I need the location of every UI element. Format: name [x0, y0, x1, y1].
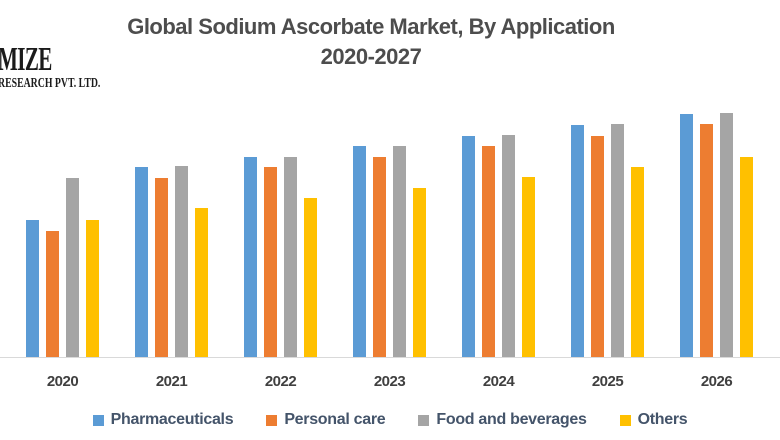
bar-others-2021	[195, 208, 208, 357]
bar-pharmaceuticals-2023	[353, 146, 366, 357]
bar-food-and-beverages-2024	[502, 135, 515, 357]
bar-pharmaceuticals-2024	[462, 136, 475, 357]
logo-subtext: RESEARCH PVT. LTD.	[0, 76, 101, 91]
bar-others-2025	[631, 167, 644, 357]
bar-others-2024	[522, 177, 535, 357]
bar-food-and-beverages-2025	[611, 124, 624, 357]
legend-color-swatch-food-and-beverages	[418, 414, 430, 426]
bar-others-2020	[86, 220, 99, 357]
bar-others-2026	[740, 157, 753, 357]
bar-pharmaceuticals-2020	[26, 220, 39, 357]
x-axis-label-2026: 2026	[700, 373, 733, 390]
bar-food-and-beverages-2023	[393, 146, 406, 357]
plot-area	[0, 100, 780, 358]
bar-personal-care-2021	[155, 178, 168, 357]
logo-text: MIZE	[0, 41, 52, 78]
legend-label-others: Others	[637, 411, 688, 428]
legend-item-food-and-beverages: Food and beverages	[418, 409, 587, 431]
bar-food-and-beverages-2022	[284, 157, 297, 357]
legend-label-personal-care: Personal care	[284, 411, 386, 428]
x-axis-label-2020: 2020	[46, 373, 79, 390]
chart-title-line2: 2020-2027	[320, 44, 422, 69]
x-axis-label-2021: 2021	[155, 373, 188, 390]
bar-personal-care-2025	[591, 136, 604, 357]
chart-title-line1: Global Sodium Ascorbate Market, By Appli…	[127, 14, 615, 39]
legend-color-swatch-personal-care	[266, 414, 278, 426]
bar-others-2022	[304, 198, 317, 357]
x-axis-labels: 2020 2021 2022 2023 2024 2025 2026	[0, 373, 780, 393]
legend: Pharmaceuticals Personal care Food and bev…	[0, 409, 780, 431]
bar-personal-care-2020	[46, 231, 59, 357]
bar-personal-care-2026	[700, 124, 713, 357]
legend-item-others: Others	[619, 409, 688, 431]
bar-personal-care-2023	[373, 157, 386, 357]
x-axis-label-2025: 2025	[591, 373, 624, 390]
logo: MIZE RESEARCH PVT. LTD.	[0, 41, 144, 91]
legend-color-swatch-others	[619, 414, 631, 426]
bar-others-2023	[413, 188, 426, 357]
bar-food-and-beverages-2026	[720, 113, 733, 357]
legend-label-food-and-beverages: Food and beverages	[436, 411, 587, 428]
bar-pharmaceuticals-2025	[571, 125, 584, 357]
x-axis-label-2024: 2024	[482, 373, 515, 390]
bar-pharmaceuticals-2026	[680, 114, 693, 357]
legend-label-pharmaceuticals: Pharmaceuticals	[110, 411, 234, 428]
x-axis-label-2023: 2023	[373, 373, 406, 390]
bar-personal-care-2022	[264, 167, 277, 357]
legend-item-personal-care: Personal care	[266, 409, 386, 431]
bar-pharmaceuticals-2022	[244, 157, 257, 357]
legend-color-swatch-pharmaceuticals	[92, 414, 104, 426]
chart-title: Global Sodium Ascorbate Market, By Appli…	[0, 12, 742, 72]
x-axis-label-2022: 2022	[264, 373, 297, 390]
legend-item-pharmaceuticals: Pharmaceuticals	[92, 409, 234, 431]
bar-food-and-beverages-2020	[66, 178, 79, 357]
bar-food-and-beverages-2021	[175, 166, 188, 357]
bar-pharmaceuticals-2021	[135, 167, 148, 357]
bar-personal-care-2024	[482, 146, 495, 357]
